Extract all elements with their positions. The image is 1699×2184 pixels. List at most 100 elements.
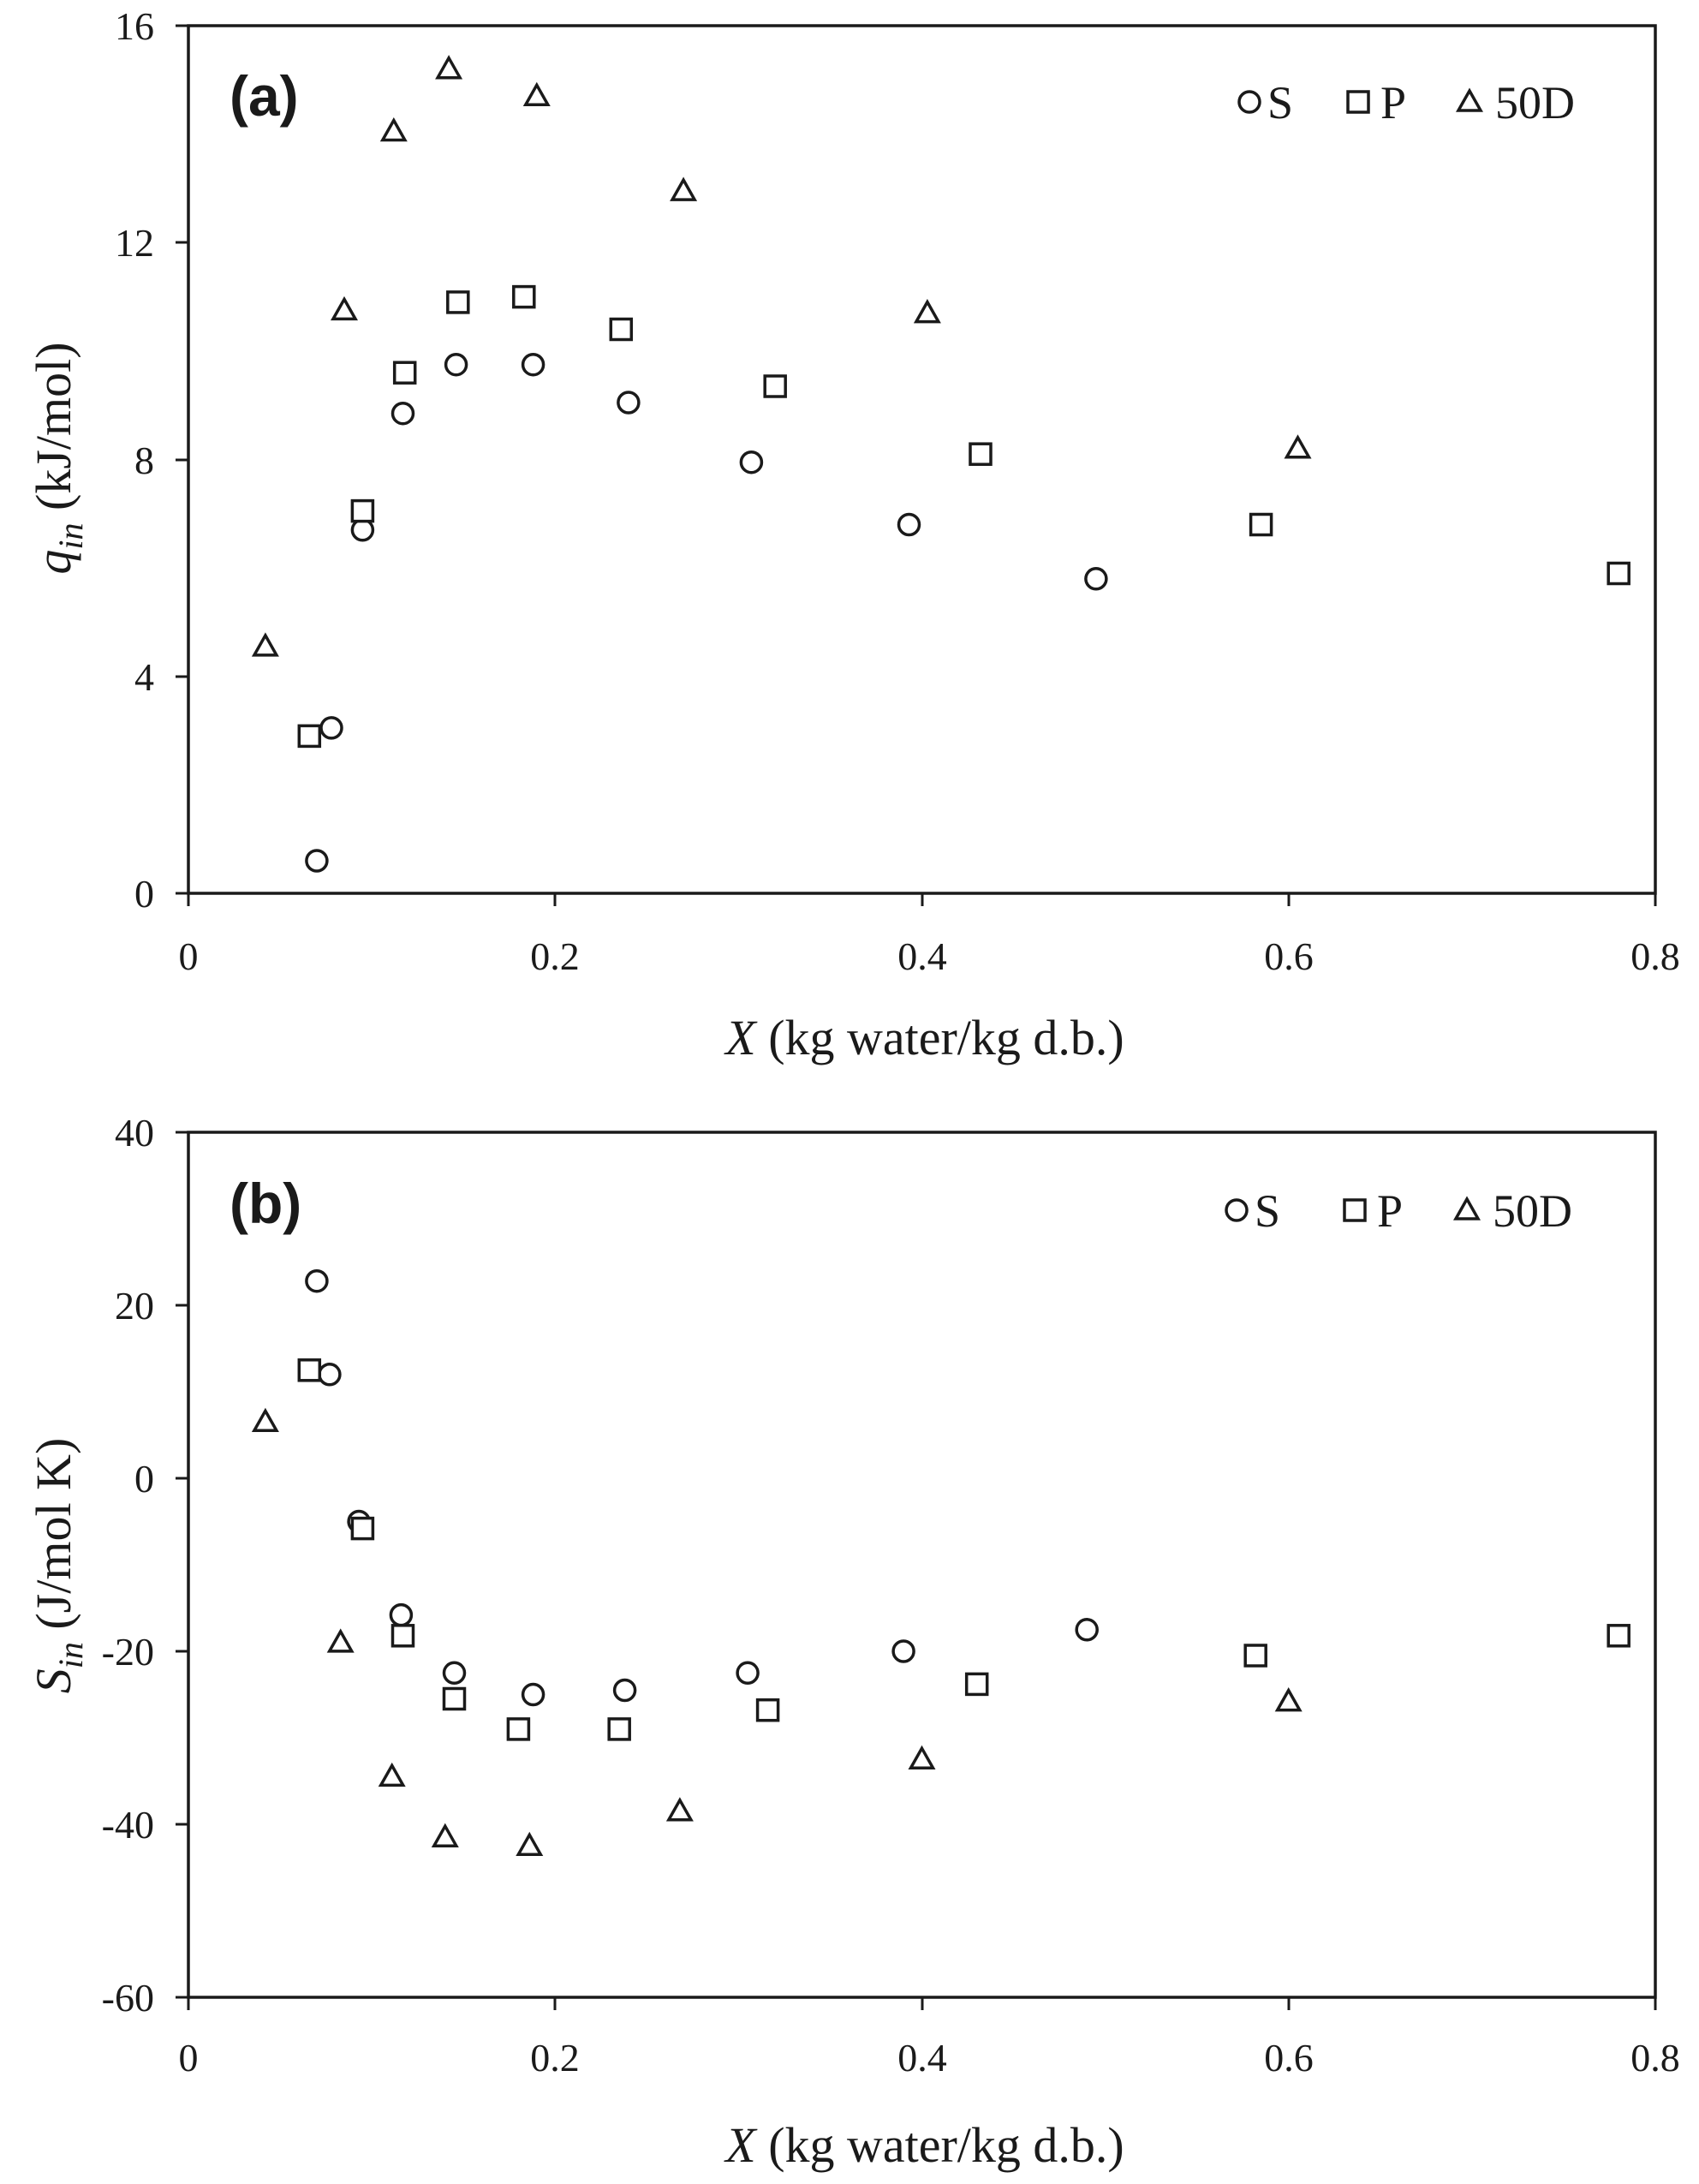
- x-tick-label-b-0: 0: [179, 2036, 199, 2080]
- legend-b-p-marker: [1343, 1198, 1367, 1222]
- legend-a-p-label: P: [1380, 77, 1406, 128]
- legend-b: S P 50D: [1225, 1185, 1572, 1237]
- data-point-b-p-1: [350, 1516, 375, 1541]
- data-point-b-s-6: [612, 1678, 637, 1703]
- data-point-a-p-1: [350, 498, 375, 523]
- data-point-a-p-0: [297, 724, 322, 749]
- legend-a-50d-marker: [1456, 87, 1483, 112]
- data-point-a-s-2: [350, 518, 375, 542]
- data-point-a-p-5: [609, 317, 634, 342]
- data-point-b-p-0: [297, 1358, 322, 1382]
- plot-frame-b: [187, 1131, 1657, 1999]
- data-point-a-s-6: [617, 391, 641, 415]
- x-ticks-a: [187, 893, 1657, 906]
- x-tick-label-b-1: 0.2: [530, 2036, 580, 2080]
- data-point-b-s-5: [521, 1682, 545, 1707]
- y-tick-labels-b: -60 -40 -20 0 20 40: [102, 1111, 154, 2020]
- data-point-b-50d-6: [908, 1745, 936, 1770]
- x-tick-label-a-3: 0.6: [1264, 934, 1314, 978]
- data-point-a-50d-7: [1284, 434, 1312, 459]
- data-point-b-50d-2: [378, 1762, 406, 1787]
- data-point-a-s-0: [305, 849, 329, 873]
- data-point-a-50d-5: [670, 176, 698, 201]
- data-point-b-s-7: [736, 1661, 760, 1686]
- legend-b-s-marker: [1225, 1198, 1249, 1222]
- chart-panel-b: 0 0.2 0.4 0.6 0.8 -60 -40 -20 0 20 40 (b…: [26, 1111, 1680, 2173]
- x-tick-label-a-2: 0.4: [897, 934, 947, 978]
- data-point-b-50d-4: [516, 1831, 544, 1857]
- y-tick-label-b-3: 0: [134, 1457, 154, 1501]
- y-tick-label-b-1: -40: [102, 1803, 154, 1847]
- data-point-a-50d-0: [251, 632, 279, 657]
- data-point-b-s-9: [1075, 1618, 1099, 1642]
- legend-b-50d-label: 50D: [1493, 1185, 1572, 1237]
- x-tick-label-b-2: 0.4: [897, 2036, 947, 2080]
- data-point-b-p-4: [506, 1717, 531, 1741]
- x-tick-label-b-4: 0.8: [1630, 2036, 1680, 2080]
- data-point-b-s-8: [891, 1639, 915, 1663]
- panel-label-a: (a): [230, 64, 299, 128]
- y-tick-label-b-5: 40: [115, 1111, 154, 1155]
- x-axis-title-b: X (kg water/kg d.b.): [724, 2117, 1124, 2173]
- data-point-b-50d-3: [431, 1823, 459, 1847]
- data-point-a-s-8: [897, 512, 921, 537]
- data-point-a-50d-4: [522, 81, 551, 107]
- data-point-b-50d-7: [1274, 1687, 1303, 1712]
- data-points-b: [251, 1268, 1630, 1857]
- data-point-a-p-4: [512, 284, 536, 309]
- y-tick-label-b-2: -20: [102, 1630, 154, 1674]
- y-ticks-b: [176, 1131, 188, 1999]
- x-tick-label-a-4: 0.8: [1630, 934, 1680, 978]
- data-point-a-p-2: [392, 361, 417, 385]
- data-point-b-p-2: [390, 1624, 415, 1648]
- data-point-b-50d-1: [326, 1628, 355, 1653]
- plot-frame-a: [187, 24, 1657, 895]
- x-tick-labels-b: 0 0.2 0.4 0.6 0.8: [179, 2036, 1680, 2080]
- data-point-a-p-3: [446, 290, 470, 314]
- panel-label-b: (b): [230, 1172, 301, 1235]
- data-point-b-p-9: [1607, 1624, 1630, 1648]
- x-ticks-b: [187, 1997, 1657, 2010]
- data-point-a-s-9: [1084, 567, 1108, 591]
- data-point-b-p-5: [607, 1717, 631, 1741]
- legend-a-p-marker: [1346, 90, 1370, 114]
- y-ticks-a: [176, 24, 188, 895]
- y-tick-label-a-4: 16: [115, 4, 154, 48]
- data-point-b-p-6: [755, 1698, 780, 1722]
- data-point-b-p-3: [442, 1686, 467, 1711]
- data-point-a-50d-2: [379, 116, 408, 142]
- data-point-a-s-4: [444, 352, 468, 377]
- legend-a: S P 50D: [1237, 77, 1575, 128]
- legend-a-s-label: S: [1267, 77, 1293, 128]
- data-point-a-s-3: [390, 401, 415, 426]
- data-point-a-p-6: [763, 374, 787, 398]
- x-axis-title-a: X (kg water/kg d.b.): [724, 1010, 1124, 1065]
- x-tick-label-a-0: 0: [179, 934, 199, 978]
- data-point-b-50d-0: [251, 1407, 279, 1433]
- data-point-b-s-3: [389, 1602, 414, 1627]
- data-point-a-50d-1: [331, 295, 358, 321]
- y-axis-title-a: qin (kJ/mol): [26, 342, 90, 574]
- x-tick-label-b-3: 0.6: [1264, 2036, 1314, 2080]
- data-point-b-s-0: [305, 1268, 329, 1293]
- y-tick-label-b-0: -60: [102, 1976, 154, 2020]
- legend-b-50d-marker: [1453, 1196, 1481, 1220]
- data-point-a-p-7: [969, 442, 993, 466]
- legend-a-s-marker: [1237, 90, 1261, 114]
- data-point-a-s-1: [319, 716, 343, 740]
- y-tick-label-a-3: 12: [115, 221, 154, 265]
- legend-a-50d-label: 50D: [1495, 77, 1575, 128]
- data-point-a-p-8: [1249, 512, 1273, 537]
- y-tick-label-a-1: 4: [134, 655, 154, 699]
- data-point-a-50d-3: [435, 55, 463, 80]
- y-tick-labels-a: 0 4 8 12 16: [115, 4, 154, 916]
- x-tick-labels-a: 0 0.2 0.4 0.6 0.8: [179, 934, 1680, 978]
- data-point-b-50d-5: [665, 1797, 694, 1822]
- data-point-b-s-4: [442, 1661, 467, 1686]
- y-tick-label-a-2: 8: [134, 439, 154, 482]
- data-points-a: [251, 55, 1630, 873]
- y-tick-label-a-0: 0: [134, 872, 154, 916]
- data-point-a-s-5: [521, 352, 545, 377]
- data-point-a-50d-6: [913, 299, 941, 324]
